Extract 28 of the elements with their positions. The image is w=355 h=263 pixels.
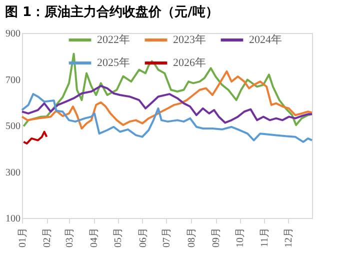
legend-label: 2024年 [249,34,282,46]
y-tick-label: 500 [6,121,20,132]
legend-label: 2023年 [173,34,206,46]
legend-label: 2026年 [173,57,206,69]
line-series [21,93,313,143]
x-tick-label: 01月 [18,228,28,248]
x-tick-label: 06月 [138,228,149,248]
chart-title: 图 1：原油主力合约收盘价（元/吨） [5,4,218,20]
y-tick-label: 300 [6,167,20,178]
x-tick-label: 05月 [113,228,124,248]
line-series [21,84,313,124]
x-tick-label: 09月 [211,228,222,248]
y-tick-label: 100 [6,214,20,224]
x-tick-label: 04月 [89,228,100,248]
line-series [22,52,313,128]
x-tick-label: 12月 [284,228,295,248]
x-tick-label: 11月 [260,228,271,248]
x-tick-label: 07月 [162,228,173,248]
x-tick-label: 08月 [186,228,198,248]
legend-label: 2022年 [97,34,130,46]
y-tick-label: 700 [6,74,20,86]
line-series [21,70,313,130]
x-tick-label: 10月 [235,228,246,248]
x-tick-label: 03月 [64,228,76,248]
legend-label: 2025年 [97,57,130,69]
x-tick-label: 02月 [42,228,54,248]
y-tick-label: 900 [6,28,20,40]
line-series [22,130,48,145]
